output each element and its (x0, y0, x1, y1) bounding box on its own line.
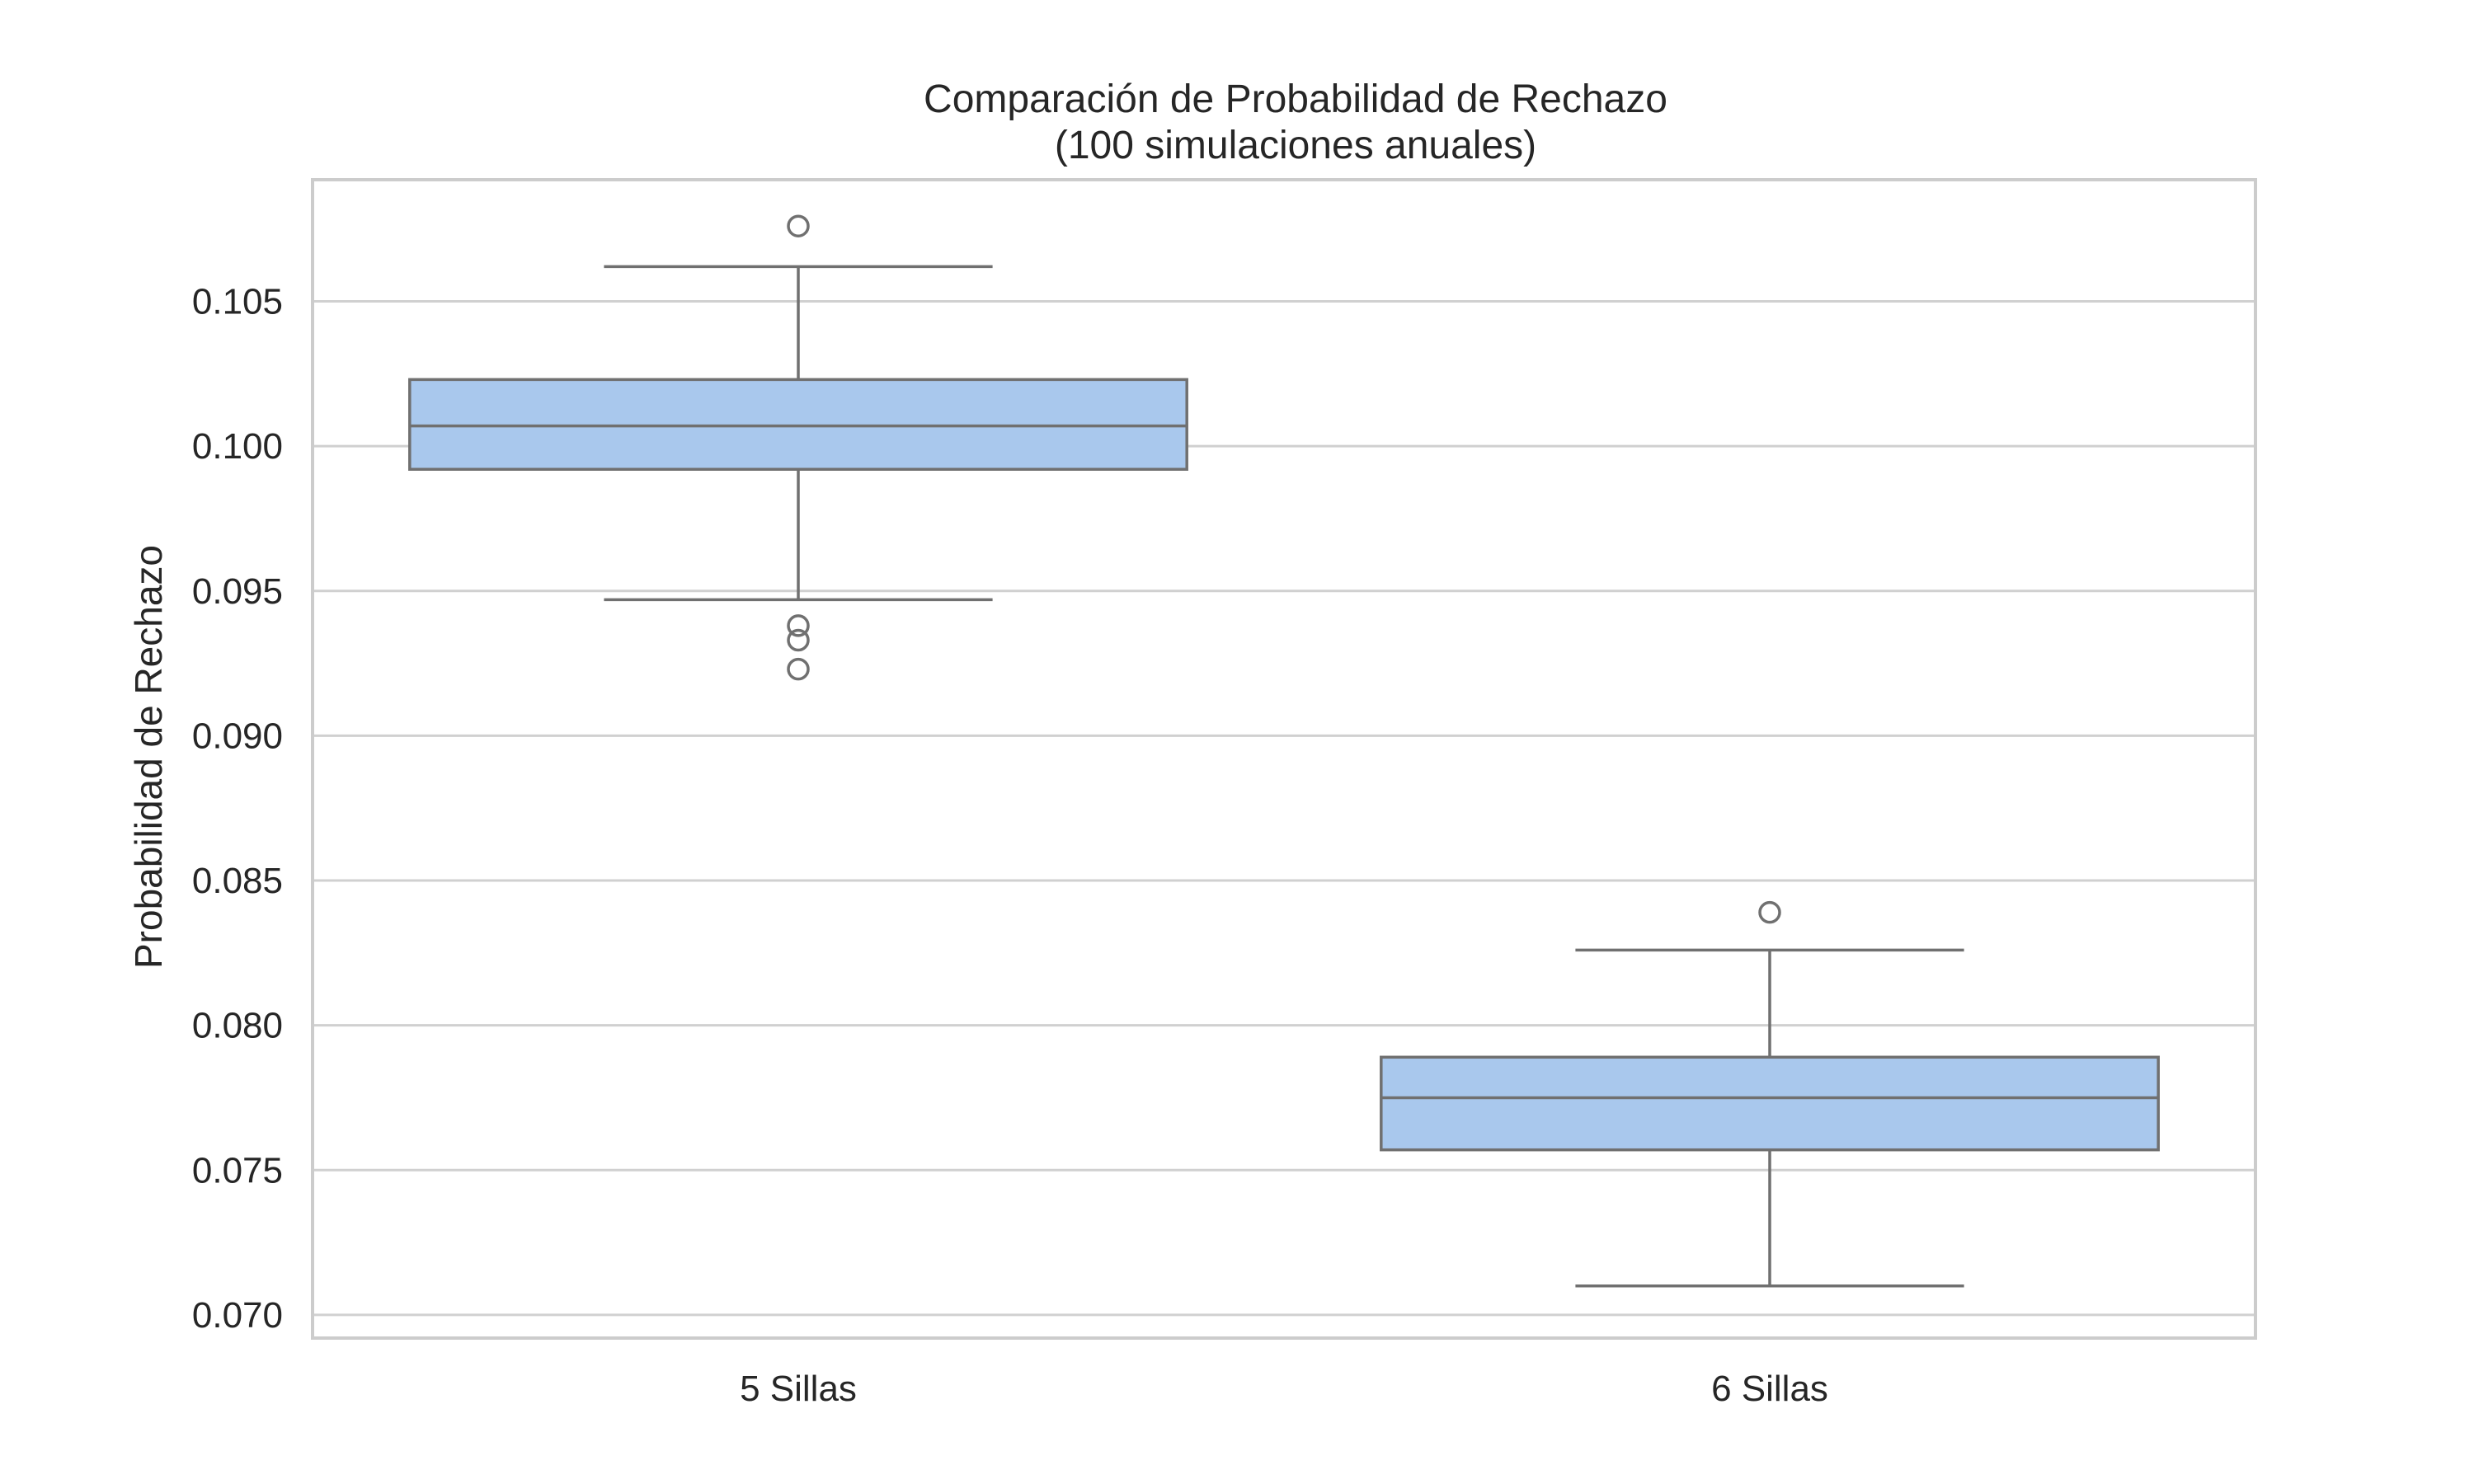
y-tick-label: 0.095 (192, 571, 283, 612)
chart-title: Comparación de Probabilidad de Rechazo (924, 77, 1667, 121)
box-iqr (1380, 1055, 2160, 1152)
y-tick-label: 0.100 (192, 426, 283, 467)
y-tick-label: 0.085 (192, 861, 283, 901)
box-iqr (408, 378, 1188, 471)
x-tick-label: 5 Sillas (740, 1369, 857, 1409)
outlier-point (787, 628, 810, 652)
plot-frame (311, 178, 2257, 1340)
x-tick-labels: 5 Sillas 6 Sillas (740, 1369, 1828, 1409)
y-tick-label: 0.080 (192, 1006, 283, 1046)
y-tick-label: 0.105 (192, 282, 283, 322)
chart-subtitle: (100 simulaciones anuales) (1055, 124, 1536, 167)
y-tick-labels: 0.070 0.075 0.080 0.085 0.090 0.095 0.100 0.105 (192, 282, 283, 1336)
x-tick-label: 6 Sillas (1711, 1369, 1828, 1409)
outlier-point (787, 214, 810, 237)
y-tick-label: 0.070 (192, 1295, 283, 1336)
box-group (408, 214, 1188, 681)
outlier-point (787, 614, 810, 637)
box-group (1380, 900, 2160, 1288)
outlier-point (787, 657, 810, 681)
outlier-point (1758, 900, 1781, 924)
y-tick-label: 0.075 (192, 1150, 283, 1190)
y-axis-label: Probabilidad de Rechazo (127, 545, 170, 969)
y-tick-label: 0.090 (192, 716, 283, 756)
boxes (408, 214, 2160, 1288)
